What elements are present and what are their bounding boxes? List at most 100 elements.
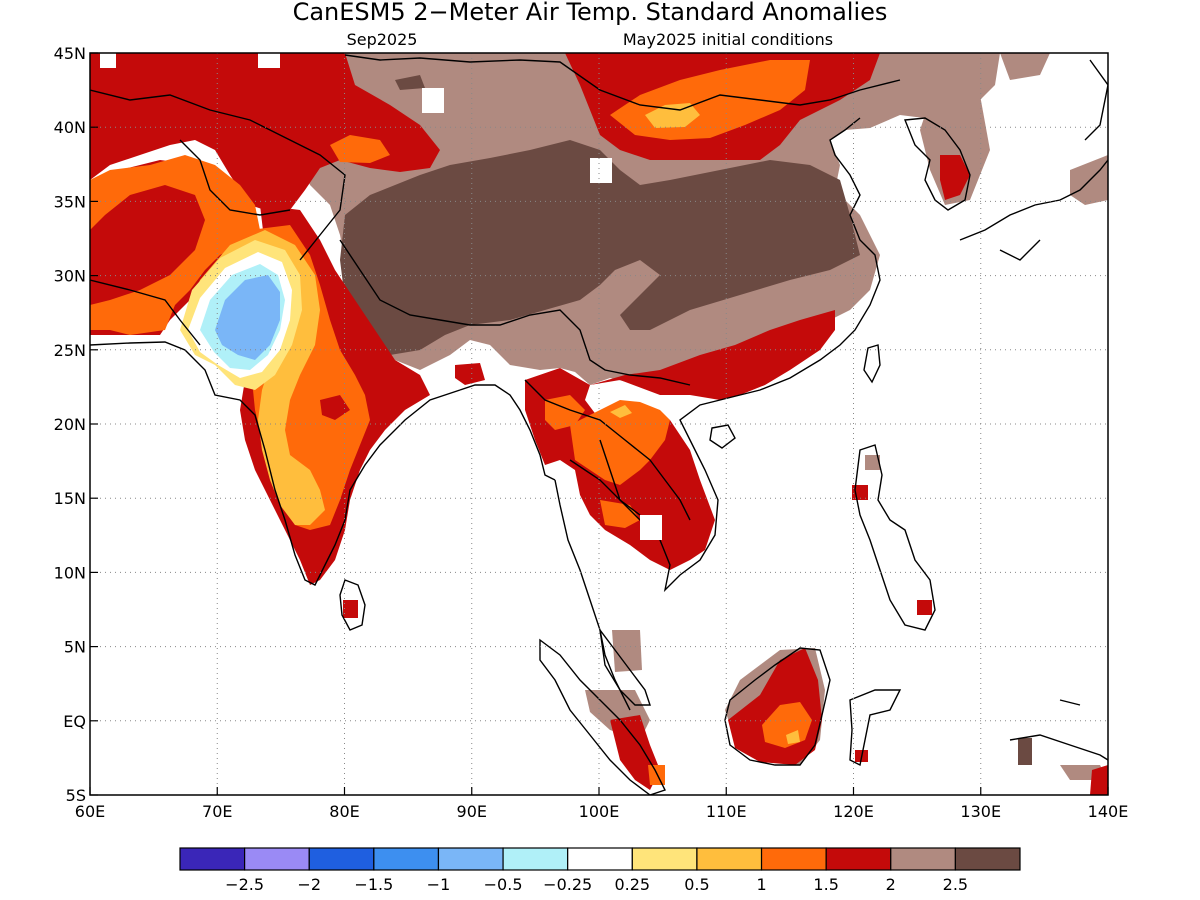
colorbar-label-10: 2 — [886, 875, 896, 894]
anomaly-region-red-korea — [940, 155, 970, 200]
anomaly-fill-layer — [90, 53, 1108, 795]
colorbar-swatch-9 — [760, 847, 827, 871]
colorbar-swatch-3 — [373, 847, 440, 871]
colorbar-swatch-8 — [696, 847, 763, 871]
colorbar-label-1: −2 — [297, 875, 321, 894]
anomaly-region-red-sumatra — [610, 715, 660, 790]
lat-tick-label-35: 35N — [54, 192, 86, 211]
anomaly-region-darkbrown-moluccas — [1018, 738, 1032, 765]
map-gridlines — [90, 53, 1108, 795]
map-subtitle-init: May2025 initial conditions — [623, 30, 833, 49]
colorbar-label-9: 1.5 — [813, 875, 838, 894]
anomaly-region-blue-pakistan — [215, 275, 280, 360]
anomaly-region-brown-malaya — [612, 630, 642, 672]
border-china-south — [339, 239, 691, 386]
coastline-malaya — [599, 629, 651, 706]
lon-tick-label-120: 120E — [833, 802, 874, 821]
anomaly-region-darkbrown-north — [395, 75, 425, 90]
colorbar-label-8: 1 — [756, 875, 766, 894]
anomaly-region-brown-luzon — [865, 455, 880, 470]
colorbar-label-6: 0.25 — [614, 875, 650, 894]
border-indochina — [524, 379, 691, 521]
lon-tick-label-70: 70E — [202, 802, 232, 821]
coastline-philippines — [854, 444, 936, 631]
lon-tick-label-60: 60E — [75, 802, 105, 821]
colorbar-swatch-12 — [954, 847, 1021, 871]
colorbar-label-3: −1 — [427, 875, 451, 894]
anomaly-region-orange-iran — [90, 155, 260, 335]
lon-tick-label-80: 80E — [329, 802, 359, 821]
colorbar-label-7: 0.5 — [684, 875, 709, 894]
anomaly-region-orange-centralasia — [330, 135, 390, 163]
coastlines-layer — [90, 54, 1108, 795]
mask-cell-4 — [640, 515, 662, 540]
anomaly-region-orange-indochina — [570, 400, 670, 485]
colorbar-swatch-0 — [179, 847, 246, 871]
coastline-japan — [959, 59, 1108, 261]
anomaly-region-yellow-mongolia — [645, 103, 700, 128]
border-mongolia — [344, 54, 901, 111]
lon-tick-label-90: 90E — [457, 802, 487, 821]
anomaly-region-yellow-laos — [610, 405, 632, 418]
coastline-hainan — [709, 424, 736, 449]
anomaly-region-brown-japan — [1070, 155, 1108, 205]
lon-tick-label-130: 130E — [960, 802, 1001, 821]
colorbar-swatch-1 — [244, 847, 310, 871]
coastline-sumatra — [539, 638, 666, 795]
colorbar-swatch-6 — [567, 847, 633, 871]
lat-tick-label-45: 45N — [54, 44, 86, 63]
anomaly-region-orange-sumatra — [648, 765, 665, 785]
lon-tick-label-140: 140E — [1088, 802, 1129, 821]
anomaly-region-red-bangladesh — [455, 363, 485, 385]
coastline-srilanka — [339, 579, 366, 631]
coastline-korea — [904, 117, 971, 211]
colorbar-swatch-5 — [502, 847, 569, 871]
anomaly-region-brown-hokkaido — [1000, 53, 1050, 80]
colorbar-swatch-10 — [825, 847, 892, 871]
colorbar-label-11: 2.5 — [943, 875, 968, 894]
mask-cell-5 — [100, 53, 116, 68]
lat-tick-label--5: 5S — [66, 786, 86, 805]
colorbar-swatch-11 — [890, 847, 956, 871]
mask-cell-1 — [258, 53, 280, 68]
lon-tick-label-100: 100E — [579, 802, 620, 821]
anomaly-region-brown-korea — [920, 95, 990, 205]
lat-tick-label-20: 20N — [54, 415, 86, 434]
lat-tick-label-0: EQ — [63, 712, 86, 731]
colorbar-label-2: −1.5 — [354, 875, 393, 894]
lat-tick-label-5: 5N — [64, 638, 86, 657]
coastline-bay-of-bengal — [459, 384, 556, 481]
coastline-sulawesi — [849, 689, 902, 767]
colorbar-swatch-2 — [308, 847, 375, 871]
colorbar-swatch-7 — [631, 847, 698, 871]
colorbar-label-4: −0.5 — [484, 875, 523, 894]
coastline-taiwan — [863, 344, 881, 384]
anomaly-region-orange-borneo — [762, 702, 812, 748]
colorbar-label-0: −2.5 — [225, 875, 264, 894]
coastline-newguinea — [1009, 699, 1108, 761]
anomaly-region-darkorange-india — [320, 395, 350, 420]
anomaly-region-darkbrown-tibet — [340, 140, 860, 355]
anomaly-region-red-mindanao — [917, 600, 932, 615]
lat-tick-label-40: 40N — [54, 118, 86, 137]
anomaly-region-red-newguinea — [1090, 765, 1108, 795]
mask-cell-3 — [590, 158, 612, 183]
map-plot-area — [90, 53, 1108, 795]
map-subtitle-month: Sep2025 — [347, 30, 418, 49]
lon-tick-label-110: 110E — [706, 802, 747, 821]
mask-cell-2 — [422, 88, 444, 113]
lat-tick-label-10: 10N — [54, 563, 86, 582]
border-central-asia — [90, 89, 346, 346]
anomaly-region-red-srilanka — [343, 600, 358, 618]
colorbar-label-5: −0.25 — [543, 875, 592, 894]
lat-tick-label-30: 30N — [54, 267, 86, 286]
lat-tick-label-15: 15N — [54, 489, 86, 508]
map-title: CanESM5 2−Meter Air Temp. Standard Anoma… — [293, 0, 888, 26]
coastline-borneo — [724, 647, 831, 766]
longitude-axis: 60E 70E 80E 90E 100E 110E 120E 130E 140E — [75, 787, 1129, 821]
mask-cells — [100, 53, 662, 540]
lat-tick-label-25: 25N — [54, 341, 86, 360]
colorbar-swatch-4 — [437, 847, 504, 871]
coastline-india — [90, 341, 461, 586]
